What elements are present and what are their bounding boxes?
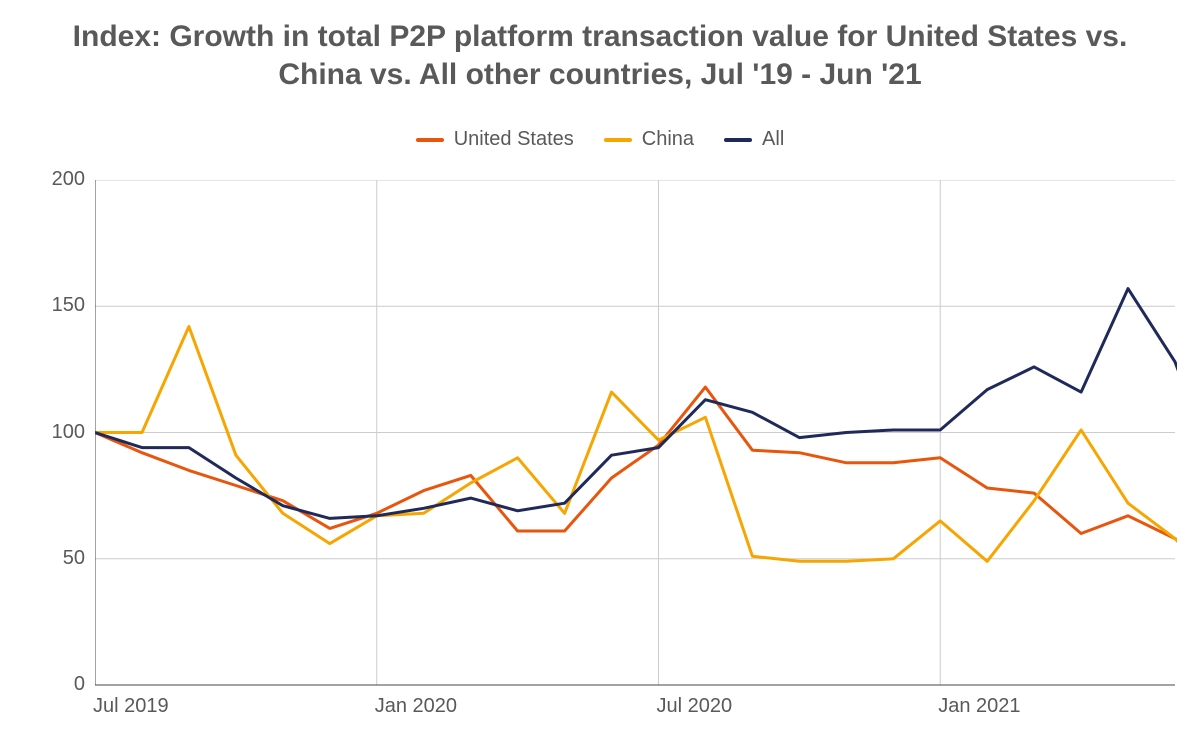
x-tick-label: Jan 2020 — [375, 695, 457, 718]
legend-item-all: All — [724, 128, 784, 151]
y-tick-label: 200 — [52, 168, 85, 191]
legend-label-us: United States — [454, 128, 574, 151]
legend-swatch-china — [604, 138, 632, 142]
x-tick-label: Jul 2020 — [656, 695, 732, 718]
series-line-china — [95, 327, 1177, 590]
y-tick-label: 100 — [52, 421, 85, 444]
chart-legend: United States China All — [0, 128, 1200, 151]
legend-label-china: China — [642, 128, 694, 151]
legend-swatch-all — [724, 138, 752, 142]
y-tick-label: 0 — [74, 673, 85, 696]
series-line-united-states — [95, 387, 1177, 564]
legend-label-all: All — [762, 128, 784, 151]
x-tick-label: Jan 2021 — [938, 695, 1020, 718]
x-tick-label: Jul 2019 — [93, 695, 169, 718]
chart-title: Index: Growth in total P2P platform tran… — [0, 18, 1200, 93]
y-tick-label: 150 — [52, 294, 85, 317]
legend-swatch-us — [416, 138, 444, 142]
legend-item-china: China — [604, 128, 694, 151]
y-tick-label: 50 — [63, 547, 85, 570]
chart-container: Index: Growth in total P2P platform tran… — [0, 0, 1200, 742]
chart-plot — [95, 180, 1177, 687]
legend-item-us: United States — [416, 128, 574, 151]
